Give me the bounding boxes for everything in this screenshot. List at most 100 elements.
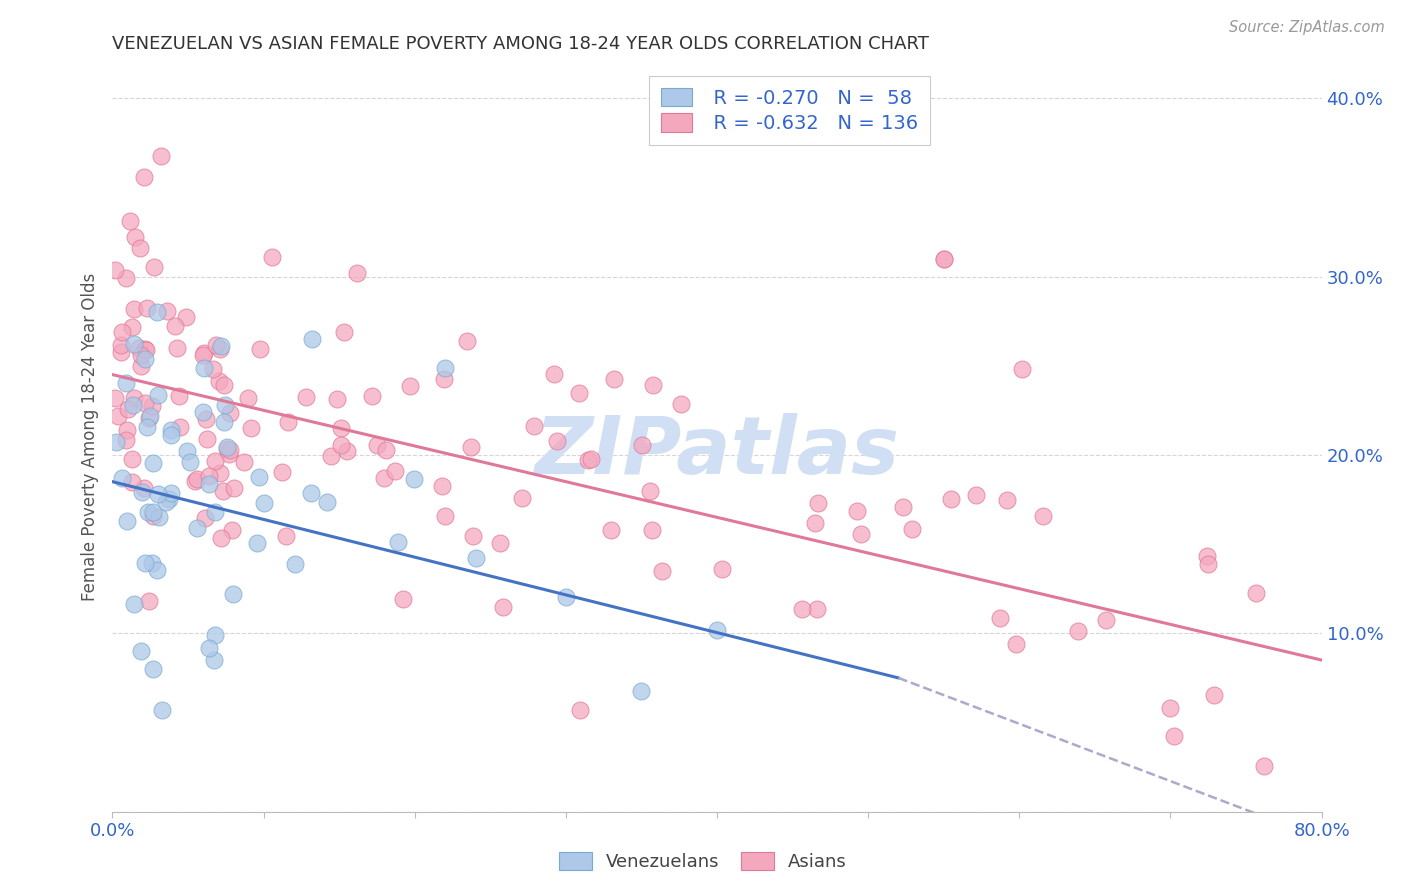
Point [174,310,197,324]
Text: Source: ZipAtlas.com: Source: ZipAtlas.com [1229,20,1385,35]
Point [155,304,177,318]
Point [129,359,152,373]
Point [247,470,270,484]
Point [148,487,170,501]
Point [124,391,146,405]
Point [387,535,409,549]
Point [198,469,221,483]
Point [329,421,352,435]
Point [186,473,208,487]
Point [1095,613,1118,627]
Point [141,399,163,413]
Point [384,464,406,478]
Point [846,503,869,517]
Point [523,419,546,434]
Point [129,348,152,362]
Point [301,332,323,346]
Point [374,442,396,457]
Point [568,385,591,400]
Point [111,325,134,339]
Point [849,526,872,541]
Point [136,301,159,315]
Point [260,250,283,264]
Text: VENEZUELAN VS ASIAN FEMALE POVERTY AMONG 18-24 YEAR OLDS CORRELATION CHART: VENEZUELAN VS ASIAN FEMALE POVERTY AMONG… [112,35,929,53]
Point [131,484,153,499]
Point [117,514,139,528]
Point [465,551,488,566]
Point [546,434,568,448]
Point [122,597,145,611]
Point [804,516,827,530]
Point [433,361,456,376]
Point [212,415,235,429]
Point [211,483,233,498]
Point [110,345,132,359]
Point [134,396,156,410]
Point [197,432,219,446]
Point [134,351,156,366]
Point [651,564,673,578]
Point [299,486,322,500]
Point [193,360,215,375]
Point [239,421,262,435]
Point [209,466,232,480]
Point [456,334,478,348]
Point [222,481,245,495]
Point [295,390,318,404]
Point [104,262,127,277]
Point [1011,362,1033,376]
Point [121,475,143,489]
Point [136,505,159,519]
Point [941,491,963,506]
Point [284,557,307,571]
Point [806,602,828,616]
Point [202,362,225,376]
Point [1204,688,1226,702]
Point [510,491,533,506]
Point [195,411,218,425]
Point [807,496,830,510]
Legend:   R = -0.270   N =  58,   R = -0.632   N = 136: R = -0.270 N = 58, R = -0.632 N = 136 [650,76,931,145]
Point [208,374,231,388]
Point [392,592,415,607]
Point [163,318,186,333]
Point [901,522,924,536]
Point [148,510,170,524]
Point [122,301,145,316]
Point [671,396,693,410]
Point [460,440,482,454]
Point [204,652,226,666]
Point [315,495,337,509]
Point [246,536,269,550]
Point [1032,509,1054,524]
Point [142,505,165,519]
Point [1066,624,1088,638]
Point [160,424,183,438]
Point [138,409,160,423]
Point [222,587,245,601]
Point [932,252,955,266]
Point [576,453,599,467]
Point [641,377,664,392]
Point [219,406,242,420]
Point [141,557,163,571]
Point [115,376,138,391]
Point [219,442,242,457]
Point [1253,759,1275,773]
Point [110,471,132,485]
Point [568,703,591,717]
Point [630,684,652,698]
Point [176,444,198,458]
Point [166,341,188,355]
Point [641,524,664,538]
Point [212,377,235,392]
Point [232,455,254,469]
Point [554,590,576,604]
Point [157,492,180,507]
Point [402,472,425,486]
Point [204,627,226,641]
Point [204,505,226,519]
Point [142,260,165,275]
Point [1197,557,1219,571]
Point [579,451,602,466]
